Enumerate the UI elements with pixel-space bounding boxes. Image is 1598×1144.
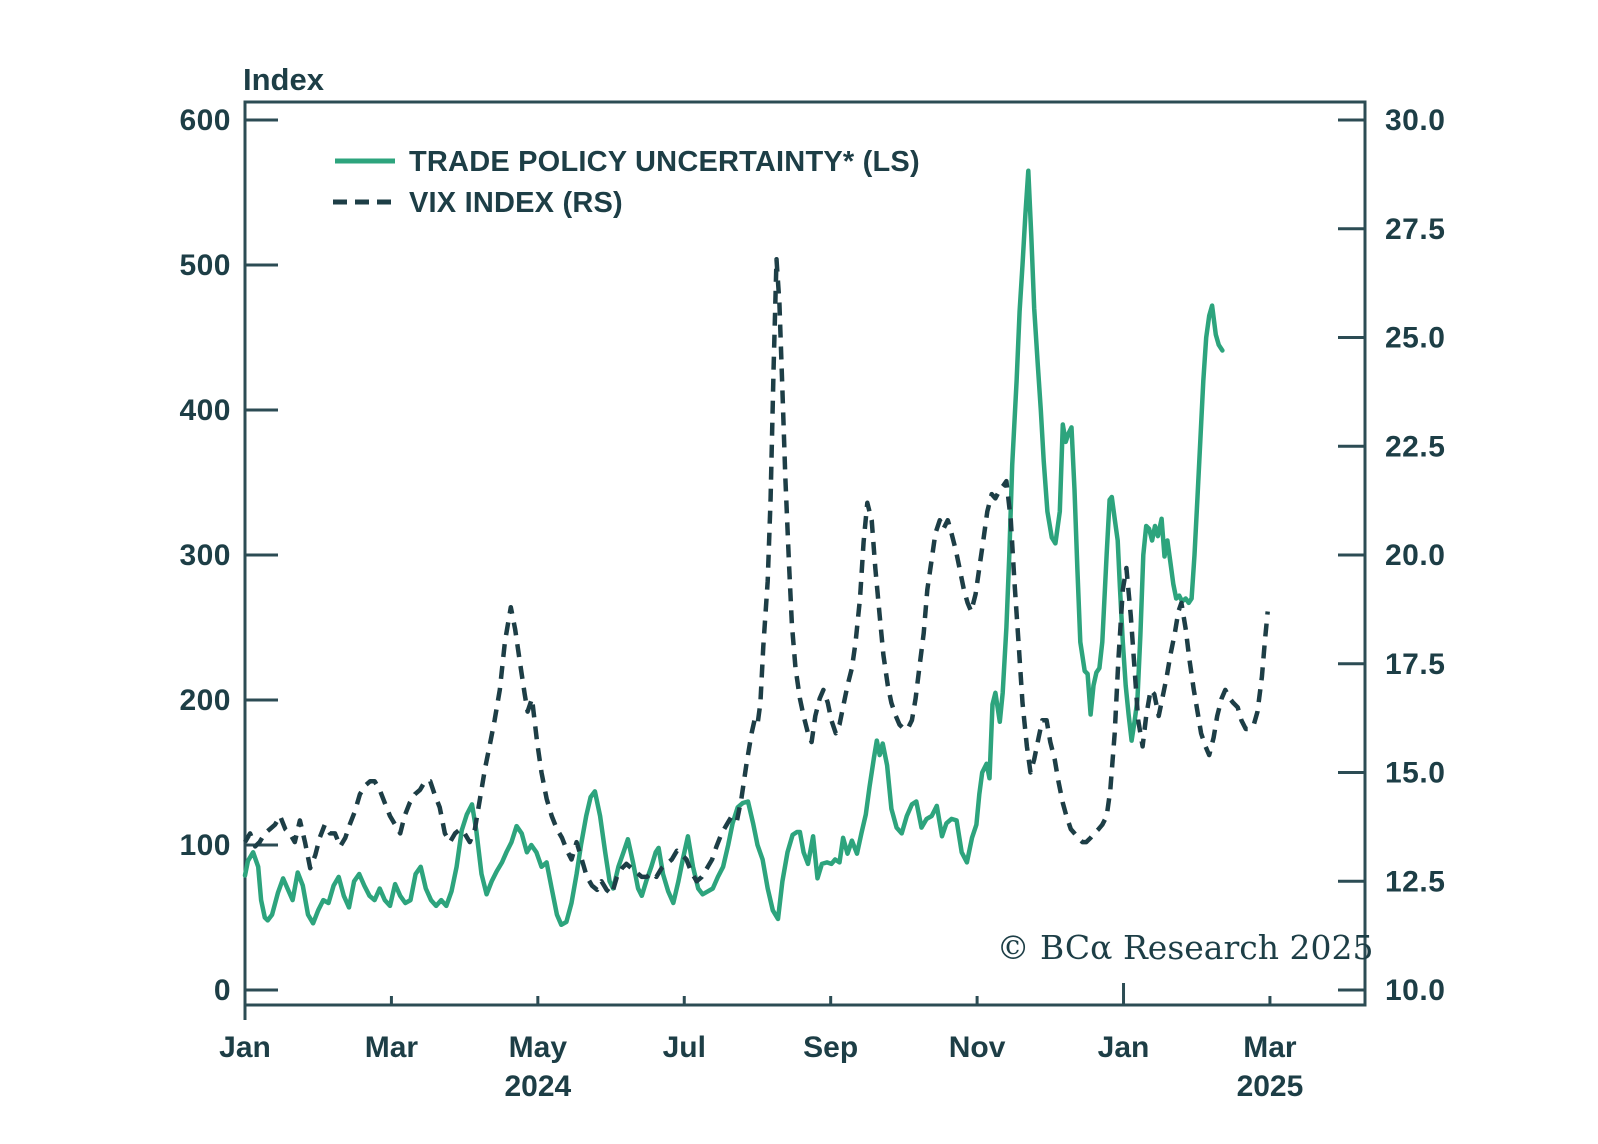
x-axis-month-label: Nov	[949, 1031, 1006, 1064]
x-axis: Jan Mar May 2024 Jul Sep Nov Jan Mar 2025	[219, 983, 1303, 1103]
x-axis-month-label: Jul	[663, 1031, 706, 1064]
x-axis-month-label: May	[509, 1031, 568, 1064]
x-axis-year-label: 2024	[504, 1070, 571, 1103]
series-group	[242, 168, 1270, 928]
x-axis-month-label: Jan	[219, 1031, 271, 1064]
x-axis-month-label: Mar	[1243, 1031, 1297, 1064]
right-axis: 10.0 12.5 15.0 17.5 20.0 22.5 25.0 27.5 30.0	[1338, 104, 1445, 1007]
legend: TRADE POLICY UNCERTAINTY* (LS) VIX INDEX…	[333, 146, 920, 219]
right-axis-tick-label: 30.0	[1385, 104, 1445, 137]
right-axis-tick-label: 20.0	[1385, 539, 1445, 572]
x-axis-month-label: Sep	[803, 1031, 858, 1064]
right-axis-tick-label: 22.5	[1385, 430, 1445, 463]
left-axis-title: Index	[243, 62, 325, 97]
left-axis-tick-label: 400	[179, 394, 231, 427]
plot-border	[243, 100, 1367, 1007]
left-axis-tick-label: 100	[179, 829, 231, 862]
left-axis: 0 100 200 300 400 500 600	[179, 104, 278, 1007]
right-axis-tick-label: 10.0	[1385, 974, 1445, 1007]
right-axis-tick-label: 25.0	[1385, 322, 1445, 355]
x-axis-month-label: Mar	[365, 1031, 419, 1064]
right-axis-tick-label: 17.5	[1385, 648, 1445, 681]
x-axis-month-label: Jan	[1098, 1031, 1150, 1064]
right-axis-tick-label: 12.5	[1385, 865, 1445, 898]
left-axis-tick-label: 500	[179, 249, 231, 282]
right-axis-tick-label: 27.5	[1385, 213, 1445, 246]
tpu-legend-label: TRADE POLICY UNCERTAINTY* (LS)	[409, 146, 920, 178]
left-axis-tick-label: 0	[214, 974, 231, 1007]
x-axis-year-label: 2025	[1237, 1070, 1304, 1103]
vix-legend-label: VIX INDEX (RS)	[409, 187, 623, 219]
left-axis-tick-label: 300	[179, 539, 231, 572]
copyright-watermark: © BCα Research 2025	[997, 928, 1374, 967]
left-axis-tick-label: 200	[179, 684, 231, 717]
right-axis-tick-label: 15.0	[1385, 757, 1445, 790]
left-axis-tick-label: 600	[179, 104, 231, 137]
trade-policy-uncertainty-line	[242, 168, 1225, 928]
vix-index-line	[243, 256, 1270, 897]
